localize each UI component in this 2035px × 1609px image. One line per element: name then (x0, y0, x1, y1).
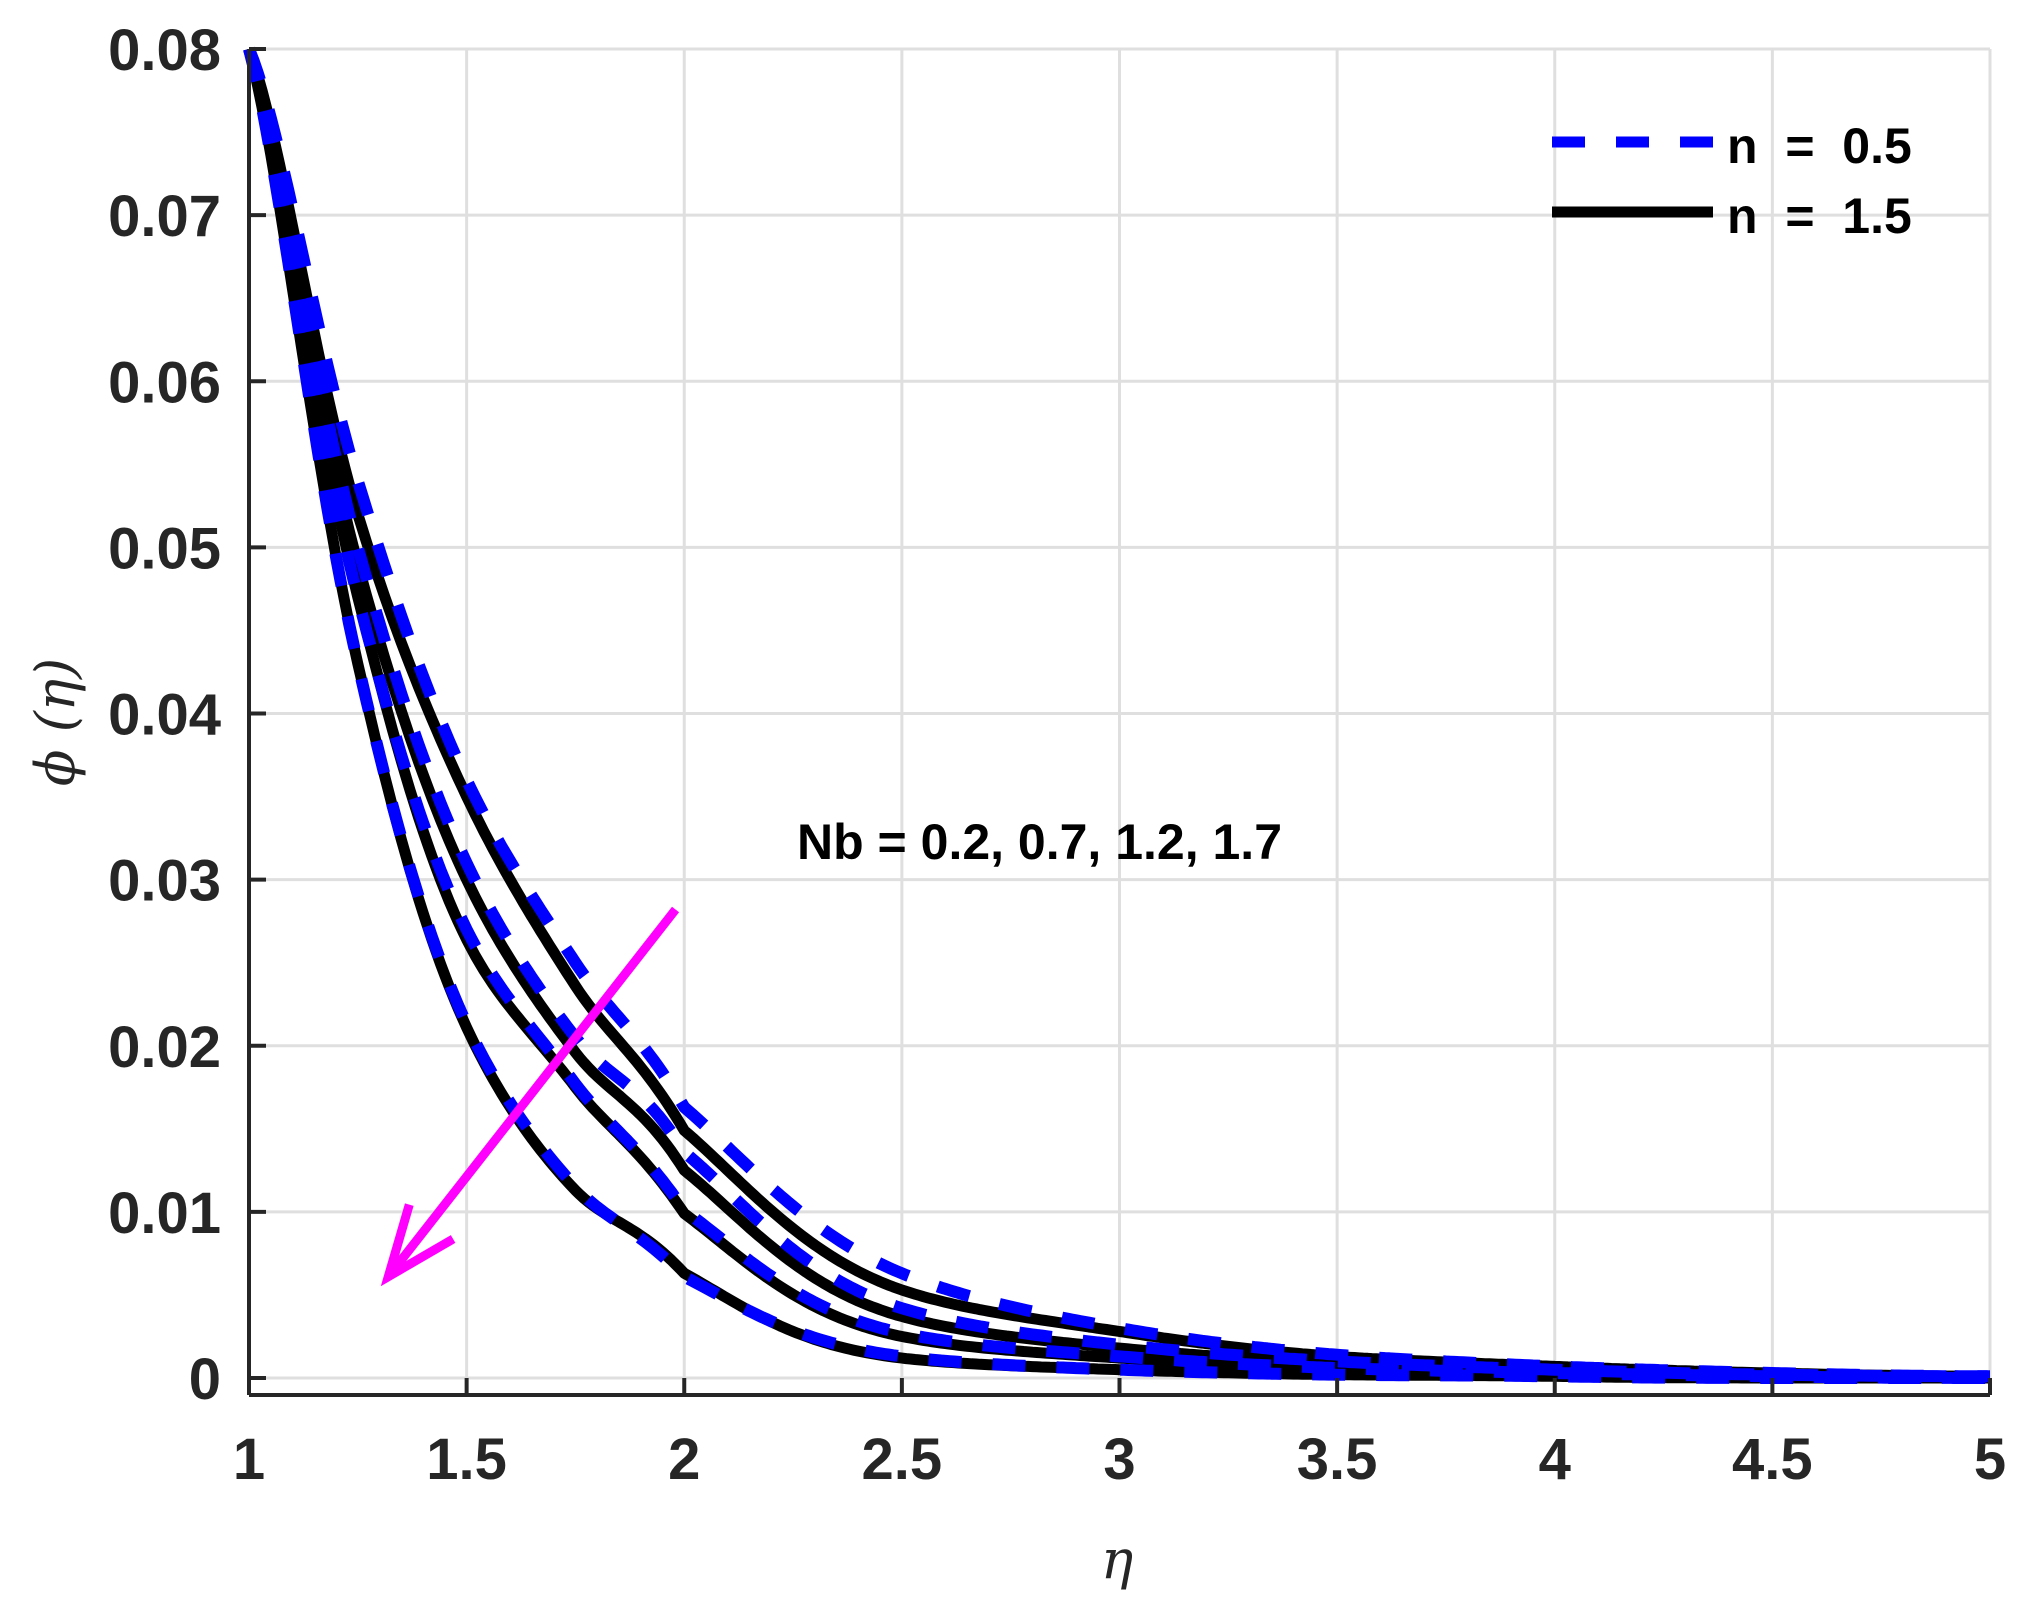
y-tick-label: 0 (189, 1347, 221, 1412)
tick-labels: 1 1.5 2 2.5 3 3.5 4 4.5 5 0 0.01 0.02 0.03 0.04 0.05 0.… (108, 18, 2006, 1492)
legend: n = 0.5 n = 1.5 (1552, 118, 1912, 244)
y-tick-label: 0.03 (108, 849, 221, 914)
y-tick-label: 0.08 (108, 18, 221, 83)
x-tick-label: 5 (1974, 1427, 2006, 1492)
y-tick-label: 0.04 (108, 683, 221, 748)
x-tick-label: 3 (1103, 1427, 1135, 1492)
y-tick-label: 0.05 (108, 516, 221, 581)
annotations: Nb = 0.2, 0.7, 1.2, 1.7 (380, 814, 1282, 1287)
grid (249, 47, 1992, 1395)
x-axis-label: η (1101, 1528, 1133, 1591)
x-tick-label: 4.5 (1732, 1427, 1813, 1492)
nb-annotation: Nb = 0.2, 0.7, 1.2, 1.7 (797, 814, 1282, 870)
arrow-head (380, 1203, 456, 1287)
x-tick-label: 3.5 (1297, 1427, 1378, 1492)
arrow-shaft (384, 906, 680, 1280)
x-tick-label: 1 (233, 1427, 265, 1492)
x-tick-label: 1.5 (426, 1427, 507, 1492)
series-line-n-0-5-nb-0-7 (243, 47, 1992, 1383)
series-lines (243, 46, 1992, 1384)
y-axis-label: ϕ (η) (24, 658, 87, 786)
series-line-n-0-5-nb-1-7 (243, 47, 1992, 1384)
x-tick-label: 2.5 (862, 1427, 943, 1492)
axes (247, 47, 1992, 1397)
y-tick-label: 0.07 (108, 184, 221, 249)
x-tick-label: 2 (668, 1427, 700, 1492)
legend-label-n-1-5: n = 1.5 (1727, 188, 1912, 244)
legend-label-n-0-5: n = 0.5 (1727, 118, 1912, 174)
y-tick-label: 0.02 (108, 1015, 221, 1080)
y-tick-label: 0.01 (108, 1181, 221, 1246)
y-tick-label: 0.06 (108, 350, 221, 415)
x-tick-label: 4 (1539, 1427, 1571, 1492)
arrow-icon (380, 906, 680, 1287)
